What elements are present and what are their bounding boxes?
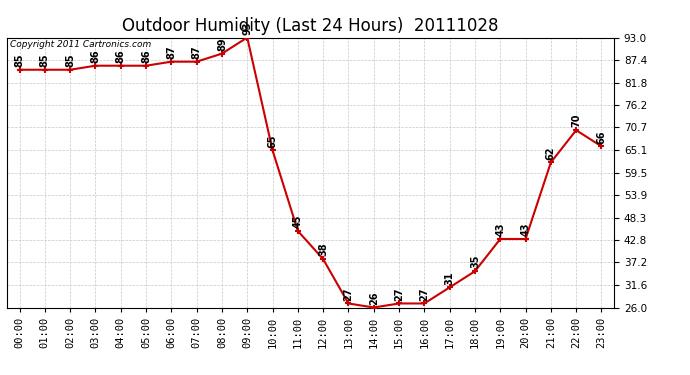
Text: 43: 43 (520, 223, 531, 236)
Text: 86: 86 (116, 49, 126, 63)
Text: 27: 27 (394, 287, 404, 301)
Text: 62: 62 (546, 146, 556, 160)
Text: 70: 70 (571, 114, 581, 128)
Text: 35: 35 (470, 255, 480, 268)
Text: 87: 87 (166, 45, 177, 59)
Text: Copyright 2011 Cartronics.com: Copyright 2011 Cartronics.com (10, 40, 151, 49)
Text: 66: 66 (596, 130, 607, 144)
Text: 43: 43 (495, 223, 505, 236)
Text: 65: 65 (268, 134, 277, 147)
Text: 31: 31 (444, 271, 455, 285)
Text: 27: 27 (344, 287, 353, 301)
Text: 38: 38 (318, 243, 328, 256)
Text: 89: 89 (217, 37, 227, 51)
Text: 45: 45 (293, 214, 303, 228)
Text: 26: 26 (368, 291, 379, 305)
Title: Outdoor Humidity (Last 24 Hours)  20111028: Outdoor Humidity (Last 24 Hours) 2011102… (122, 16, 499, 34)
Text: 86: 86 (141, 49, 151, 63)
Text: 85: 85 (14, 53, 25, 67)
Text: 85: 85 (40, 53, 50, 67)
Text: 86: 86 (90, 49, 101, 63)
Text: 87: 87 (192, 45, 201, 59)
Text: 85: 85 (65, 53, 75, 67)
Text: 27: 27 (420, 287, 429, 301)
Text: 93: 93 (242, 21, 253, 35)
